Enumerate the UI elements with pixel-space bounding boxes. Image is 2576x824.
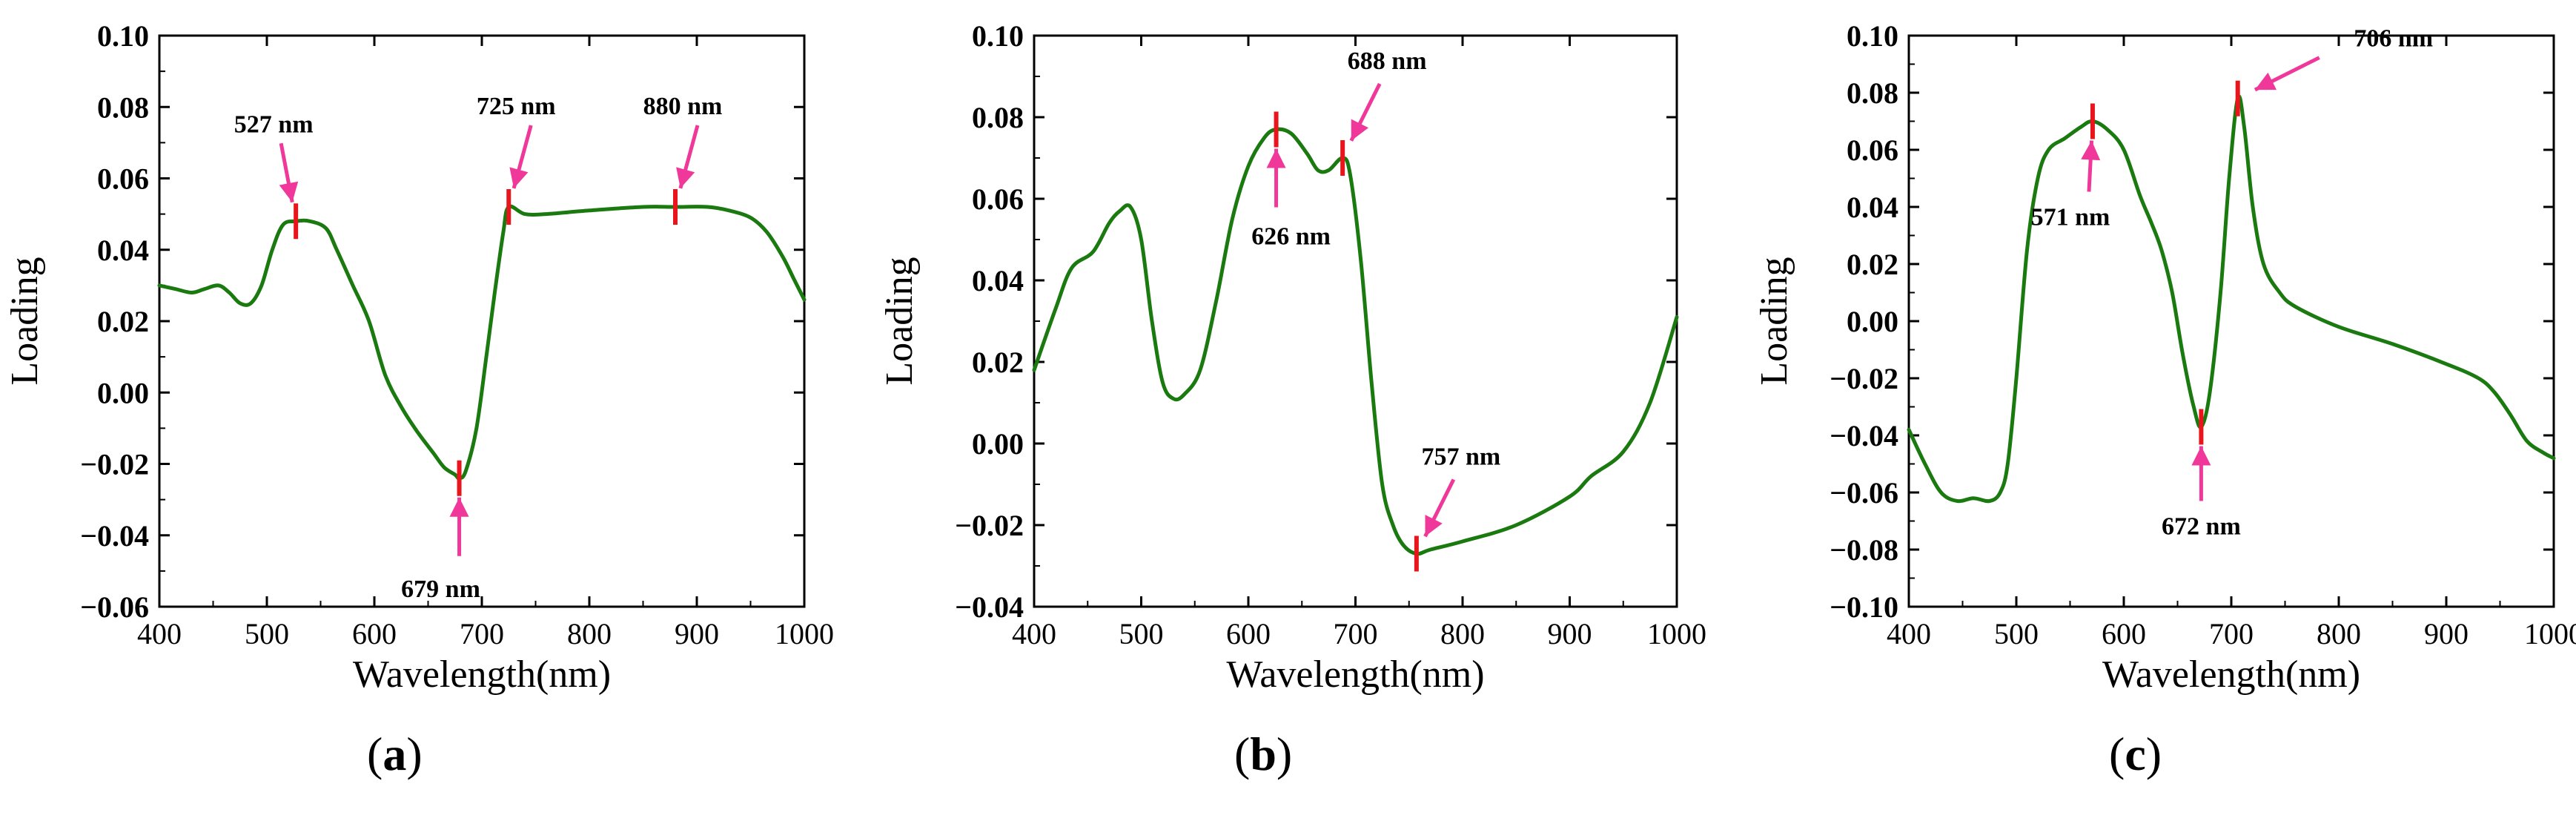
- y-tick-label: 0.02: [97, 305, 149, 338]
- x-tick-label: 900: [675, 617, 719, 650]
- annotation-arrowhead: [1425, 515, 1443, 537]
- y-tick-label: 0.04: [972, 264, 1024, 297]
- x-tick-label: 500: [1119, 617, 1164, 650]
- y-tick-label: 0.04: [97, 234, 149, 267]
- y-tick-label: 0.00: [972, 427, 1024, 461]
- annotation-label: 527 nm: [234, 111, 314, 138]
- annotation-arrowhead: [509, 167, 529, 188]
- chart-b: 400 500 600 700 800 900 1000 −0.04 −0.02 0.00 0.02…: [878, 19, 1706, 696]
- x-tick-label: 1000: [775, 617, 834, 650]
- y-tick-label: 0.06: [972, 182, 1024, 216]
- panel-label-c: (c): [2109, 728, 2162, 780]
- annotation-label: 672 nm: [2162, 512, 2241, 540]
- y-tick-label: 0.00: [97, 376, 149, 409]
- annotation-arrowhead: [1351, 119, 1369, 141]
- x-tick-label: 800: [2317, 617, 2361, 650]
- x-tick-label: 600: [2102, 617, 2146, 650]
- y-tick-label: −0.06: [1830, 476, 1898, 510]
- annotation-arrowhead: [2191, 446, 2211, 466]
- y-tick-label: 0.08: [972, 101, 1024, 134]
- y-tick-label: −0.10: [1830, 590, 1898, 624]
- annotation-label: 571 nm: [2031, 204, 2110, 231]
- annotation-label: 880 nm: [643, 93, 723, 120]
- annotation-arrowhead: [449, 497, 469, 517]
- y-tick-label: −0.08: [1830, 533, 1898, 567]
- panel-label-b: (b): [1234, 728, 1293, 780]
- plot-frame: [1033, 34, 1678, 608]
- x-tick-label: 700: [460, 617, 504, 650]
- y-tick-label: 0.10: [1847, 19, 1898, 53]
- series-line: [1032, 127, 1679, 556]
- annotation-arrowhead: [2081, 140, 2101, 161]
- annotation-label: 688 nm: [1348, 47, 1427, 75]
- annotation-label: 757 nm: [1421, 444, 1500, 471]
- annotation-label: 679 nm: [401, 576, 480, 603]
- x-tick-label: 800: [567, 617, 612, 650]
- y-tick-label: −0.06: [80, 590, 149, 624]
- x-tick-label: 1000: [2524, 617, 2576, 650]
- annotation-arrowhead: [676, 167, 695, 188]
- y-tick-label: −0.02: [1830, 362, 1898, 395]
- x-tick-label: 900: [2424, 617, 2469, 650]
- y-tick-label: −0.04: [1830, 419, 1898, 452]
- x-tick-label: 500: [245, 617, 289, 650]
- x-tick-label: 800: [1440, 617, 1485, 650]
- x-tick-label: 600: [1226, 617, 1271, 650]
- y-tick-label: −0.02: [955, 509, 1024, 542]
- annotation-label: 626 nm: [1251, 223, 1331, 251]
- x-tick-label: 700: [1334, 617, 1378, 650]
- y-tick-label: 0.08: [97, 90, 149, 124]
- annotation-label: 725 nm: [477, 93, 556, 120]
- x-tick-label: 600: [352, 617, 397, 650]
- y-tick-label: −0.04: [955, 590, 1024, 624]
- y-tick-label: 0.10: [972, 19, 1024, 53]
- y-tick-label: 0.00: [1847, 305, 1898, 338]
- series-line: [1907, 94, 2556, 504]
- x-axis-label: Wavelength(nm): [2102, 653, 2360, 696]
- y-axis-label: Loading: [4, 257, 46, 385]
- panel-label-a: (a): [367, 728, 423, 780]
- y-tick-label: 0.08: [1847, 76, 1898, 110]
- annotation-arrowhead: [1266, 148, 1286, 168]
- annotation-arrowhead: [279, 181, 299, 202]
- x-tick-label: 400: [137, 617, 182, 650]
- x-axis-label: Wavelength(nm): [1226, 653, 1484, 696]
- y-tick-label: 0.06: [97, 162, 149, 196]
- y-axis-label: Loading: [878, 257, 921, 385]
- y-tick-label: 0.02: [1847, 248, 1898, 281]
- y-tick-label: 0.06: [1847, 134, 1898, 167]
- y-tick-label: 0.02: [972, 346, 1024, 379]
- x-axis-label: Wavelength(nm): [353, 653, 611, 696]
- y-tick-label: −0.04: [80, 519, 149, 553]
- y-tick-label: 0.04: [1847, 191, 1898, 224]
- y-tick-label: −0.02: [80, 448, 149, 481]
- chart-c: 400 500 600 700 800 900 1000 −0.10 −0.08 −0.06 −0.…: [1753, 19, 2576, 696]
- x-tick-label: 1000: [1647, 617, 1706, 650]
- annotation-label: 706 nm: [2354, 25, 2433, 53]
- series-line: [157, 204, 807, 481]
- x-tick-label: 700: [2209, 617, 2254, 650]
- x-tick-label: 400: [1887, 617, 1931, 650]
- x-tick-label: 900: [1548, 617, 1592, 650]
- y-axis-label: Loading: [1753, 257, 1795, 385]
- x-tick-label: 500: [1994, 617, 2039, 650]
- annotation-arrowhead: [2254, 72, 2277, 90]
- y-tick-label: 0.10: [97, 19, 149, 53]
- chart-a: 400 500 600 700 800 900 1000 −0.06 −0.04 −0.02 0.0…: [4, 19, 834, 696]
- x-tick-label: 400: [1012, 617, 1056, 650]
